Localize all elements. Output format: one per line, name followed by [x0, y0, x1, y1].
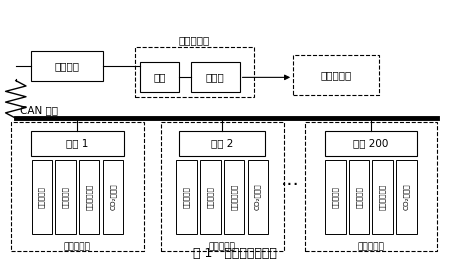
Bar [200, 160, 220, 234]
Bar [11, 122, 143, 250]
Bar [191, 63, 240, 92]
Bar [373, 160, 393, 234]
Text: 光照度传感器: 光照度传感器 [86, 184, 93, 210]
Text: 湿度传感器: 湿度传感器 [207, 186, 214, 208]
Bar [179, 131, 265, 156]
Text: CO₂传感器: CO₂传感器 [110, 183, 116, 210]
Bar [248, 160, 268, 234]
Text: 试验培养室: 试验培养室 [64, 242, 91, 251]
Text: 温度传感器: 温度传感器 [39, 186, 45, 208]
Text: 分机 1: 分机 1 [66, 139, 88, 148]
Text: 温度传感器: 温度传感器 [332, 186, 338, 208]
Bar [176, 160, 197, 234]
Bar [31, 131, 124, 156]
Text: 人工能源室: 人工能源室 [321, 70, 352, 80]
Text: 光照度传感器: 光照度传感器 [231, 184, 237, 210]
Text: CAN 总线: CAN 总线 [20, 106, 58, 116]
Text: CO₂传感器: CO₂传感器 [403, 183, 410, 210]
Bar [31, 160, 52, 234]
Bar [293, 55, 379, 95]
Bar [305, 122, 437, 250]
Bar [31, 51, 102, 81]
Text: 试验培养室: 试验培养室 [357, 242, 384, 251]
Text: 试验培养室: 试验培养室 [209, 242, 235, 251]
Text: 温度传感器: 温度传感器 [183, 186, 190, 208]
Bar [135, 47, 254, 98]
Text: 湿度传感器: 湿度传感器 [356, 186, 362, 208]
Text: 分机 2: 分机 2 [211, 139, 234, 148]
Bar [140, 63, 179, 92]
Bar [55, 160, 76, 234]
Bar [396, 160, 416, 234]
Text: 通信线路: 通信线路 [54, 61, 79, 71]
Text: 光照度传感器: 光照度传感器 [379, 184, 386, 210]
Bar [79, 160, 99, 234]
Bar [224, 160, 244, 234]
Text: 中心控制室: 中心控制室 [179, 36, 210, 46]
Text: 湿度传感器: 湿度传感器 [62, 186, 69, 208]
Bar [325, 160, 345, 234]
Text: CO₂传感器: CO₂传感器 [254, 183, 261, 210]
Text: 图 1   系统的结构框图: 图 1 系统的结构框图 [193, 247, 277, 260]
Bar [349, 160, 369, 234]
Bar [324, 131, 417, 156]
Bar [161, 122, 284, 250]
Text: 打印机: 打印机 [206, 72, 225, 82]
Text: ···: ··· [281, 176, 299, 195]
Bar [102, 160, 123, 234]
Text: 分机 200: 分机 200 [353, 139, 389, 148]
Text: 主机: 主机 [153, 72, 166, 82]
